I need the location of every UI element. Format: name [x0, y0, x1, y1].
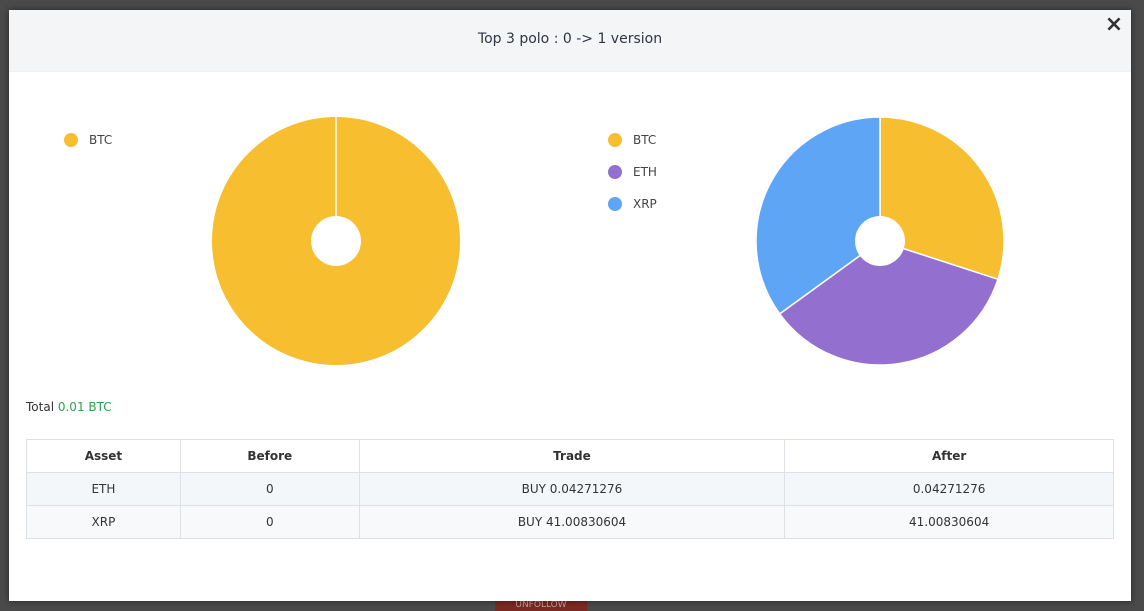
legend-dot-xrp: [608, 197, 622, 211]
table-row: XRP 0 BUY 41.00830604 41.00830604: [26, 505, 1114, 539]
pie-chart-after: [755, 116, 1005, 366]
pie-slice-btc[interactable]: [879, 116, 1005, 281]
legend-label-btc: BTC: [633, 133, 657, 147]
pie-slice-eth[interactable]: [778, 240, 999, 366]
cell-after: 0.04271276: [784, 472, 1114, 506]
cell-trade: BUY 0.04271276: [358, 472, 786, 506]
pie-center-hole: [311, 216, 361, 266]
trade-table: Asset Before Trade After ETH 0 BUY 0.042…: [26, 439, 1114, 539]
total-value: 0.01 BTC: [57, 400, 112, 414]
legend-before: BTC: [64, 124, 112, 156]
portfolio-total: Total 0.01 BTC: [26, 400, 112, 414]
legend-item-eth[interactable]: ETH: [608, 156, 657, 188]
legend-item-btc[interactable]: BTC: [608, 124, 657, 156]
cell-after: 41.00830604: [784, 505, 1114, 539]
column-header-trade: Trade: [358, 439, 786, 473]
cell-trade: BUY 41.00830604: [358, 505, 786, 539]
table-header-row: Asset Before Trade After: [26, 439, 1114, 473]
legend-dot-eth: [608, 165, 622, 179]
legend-dot-btc: [64, 133, 78, 147]
cell-asset: ETH: [26, 472, 181, 506]
pie-center-hole: [855, 216, 905, 266]
legend-item-xrp[interactable]: XRP: [608, 188, 657, 220]
unfollow-button-backdrop: UNFOLLOW: [495, 600, 587, 611]
column-header-before: Before: [179, 439, 360, 473]
cell-before: 0: [179, 472, 360, 506]
modal-title: Top 3 polo : 0 -> 1 version: [477, 31, 663, 47]
legend-dot-btc: [608, 133, 622, 147]
legend-item-btc[interactable]: BTC: [64, 124, 112, 156]
legend-label-eth: ETH: [633, 165, 657, 179]
modal-dialog: Top 3 polo : 0 -> 1 version × BTC BTC ET…: [9, 10, 1131, 601]
close-icon[interactable]: ×: [1104, 12, 1124, 37]
cell-asset: XRP: [26, 505, 181, 539]
column-header-asset: Asset: [26, 439, 181, 473]
pie-slice-xrp[interactable]: [755, 116, 881, 315]
legend-label-btc: BTC: [89, 133, 113, 147]
cell-before: 0: [179, 505, 360, 539]
column-header-after: After: [784, 439, 1114, 473]
legend-after: BTC ETH XRP: [608, 124, 657, 220]
total-label: Total: [26, 400, 55, 414]
table-row: ETH 0 BUY 0.04271276 0.04271276: [26, 472, 1114, 506]
pie-chart-before: [212, 117, 460, 365]
legend-label-xrp: XRP: [633, 197, 657, 211]
modal-header: Top 3 polo : 0 -> 1 version ×: [9, 10, 1131, 72]
